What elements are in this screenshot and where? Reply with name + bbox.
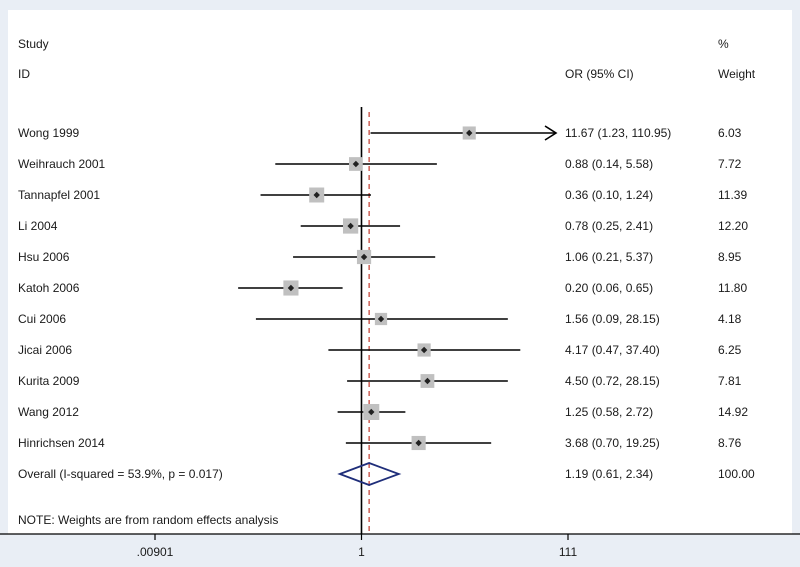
or-ci-text: 0.88 (0.14, 5.58) xyxy=(565,157,653,171)
or-ci-text: 1.06 (0.21, 5.37) xyxy=(565,250,653,264)
study-row: Kurita 2009 4.50 (0.72, 28.15) 7.81 xyxy=(18,374,742,388)
study-row: Tannapfel 2001 0.36 (0.10, 1.24) 11.39 xyxy=(18,187,747,203)
weight-text: 8.76 xyxy=(718,436,742,450)
study-label: Hinrichsen 2014 xyxy=(18,436,105,450)
ci-arrow xyxy=(544,125,558,141)
overall-diamond xyxy=(337,462,402,486)
study-row: Li 2004 0.78 (0.25, 2.41) 12.20 xyxy=(18,218,748,234)
study-row: Katoh 2006 0.20 (0.06, 0.65) 11.80 xyxy=(18,280,747,296)
point-estimate xyxy=(360,253,368,261)
study-label: Weihrauch 2001 xyxy=(18,157,105,171)
study-row: Hsu 2006 1.06 (0.21, 5.37) 8.95 xyxy=(18,249,742,265)
weight-text: 8.95 xyxy=(718,250,742,264)
x-tick-label: .00901 xyxy=(137,545,174,559)
overall-weight-text: 100.00 xyxy=(718,467,755,481)
weight-text: 11.80 xyxy=(718,281,747,295)
header-weight: Weight xyxy=(718,67,756,81)
study-label: Wang 2012 xyxy=(18,405,79,419)
point-estimate xyxy=(347,222,354,230)
or-ci-text: 4.50 (0.72, 28.15) xyxy=(565,374,660,388)
or-ci-text: 11.67 (1.23, 110.95) xyxy=(565,126,671,140)
point-estimate xyxy=(368,408,375,416)
or-ci-text: 0.20 (0.06, 0.65) xyxy=(565,281,653,295)
study-label: Jicai 2006 xyxy=(18,343,72,357)
study-label: Wong 1999 xyxy=(18,126,79,140)
point-estimate xyxy=(466,129,473,137)
study-label: Hsu 2006 xyxy=(18,250,70,264)
x-tick-label: 1 xyxy=(358,545,365,559)
overall-row: Overall (I-squared = 53.9%, p = 0.017) 1.… xyxy=(18,462,755,486)
x-tick-label: 111 xyxy=(559,545,578,559)
point-estimate xyxy=(287,284,295,292)
or-ci-text: 3.68 (0.70, 19.25) xyxy=(565,436,660,450)
point-estimate xyxy=(424,377,431,385)
overall-label: Overall (I-squared = 53.9%, p = 0.017) xyxy=(18,467,223,481)
or-ci-text: 1.25 (0.58, 2.72) xyxy=(565,405,653,419)
weight-text: 4.18 xyxy=(718,312,742,326)
weight-text: 11.39 xyxy=(718,188,747,202)
plot-panel xyxy=(8,10,792,534)
header-or: OR (95% CI) xyxy=(565,67,634,81)
weight-text: 14.92 xyxy=(718,405,748,419)
weight-text: 12.20 xyxy=(718,219,748,233)
study-rows: Wong 1999 11.67 (1.23, 110.95) 6.03 Weihrau… xyxy=(18,107,748,534)
point-estimate xyxy=(415,439,422,447)
study-row: Jicai 2006 4.17 (0.47, 37.40) 6.25 xyxy=(18,343,742,357)
note-text: NOTE: Weights are from random effects an… xyxy=(18,513,278,527)
study-label: Katoh 2006 xyxy=(18,281,80,295)
study-label: Kurita 2009 xyxy=(18,374,80,388)
weight-text: 6.03 xyxy=(718,126,742,140)
x-axis: .00901 1 111 xyxy=(0,533,800,559)
header-id: ID xyxy=(18,67,30,81)
or-ci-text: 0.78 (0.25, 2.41) xyxy=(565,219,653,233)
or-ci-text: 0.36 (0.10, 1.24) xyxy=(565,188,653,202)
weight-text: 6.25 xyxy=(718,343,742,357)
point-estimate xyxy=(420,346,428,354)
point-estimate xyxy=(352,160,360,168)
or-ci-text: 4.17 (0.47, 37.40) xyxy=(565,343,660,357)
point-estimate xyxy=(377,315,385,323)
header-study: Study xyxy=(18,37,49,51)
study-row: Wang 2012 1.25 (0.58, 2.72) 14.92 xyxy=(18,404,748,420)
point-estimate xyxy=(313,191,320,199)
overall-or-ci-text: 1.19 (0.61, 2.34) xyxy=(565,467,653,481)
study-row: Hinrichsen 2014 3.68 (0.70, 19.25) 8.76 xyxy=(18,435,742,451)
header-percent: % xyxy=(718,37,729,51)
or-ci-text: 1.56 (0.09, 28.15) xyxy=(565,312,660,326)
weight-text: 7.72 xyxy=(718,157,742,171)
weight-text: 7.81 xyxy=(718,374,742,388)
study-row: Weihrauch 2001 0.88 (0.14, 5.58) 7.72 xyxy=(18,157,742,171)
study-label: Li 2004 xyxy=(18,219,58,233)
study-label: Cui 2006 xyxy=(18,312,66,326)
study-label: Tannapfel 2001 xyxy=(18,188,100,202)
study-row: Wong 1999 11.67 (1.23, 110.95) 6.03 xyxy=(18,125,742,141)
study-row: Cui 2006 1.56 (0.09, 28.15) 4.18 xyxy=(18,312,742,326)
